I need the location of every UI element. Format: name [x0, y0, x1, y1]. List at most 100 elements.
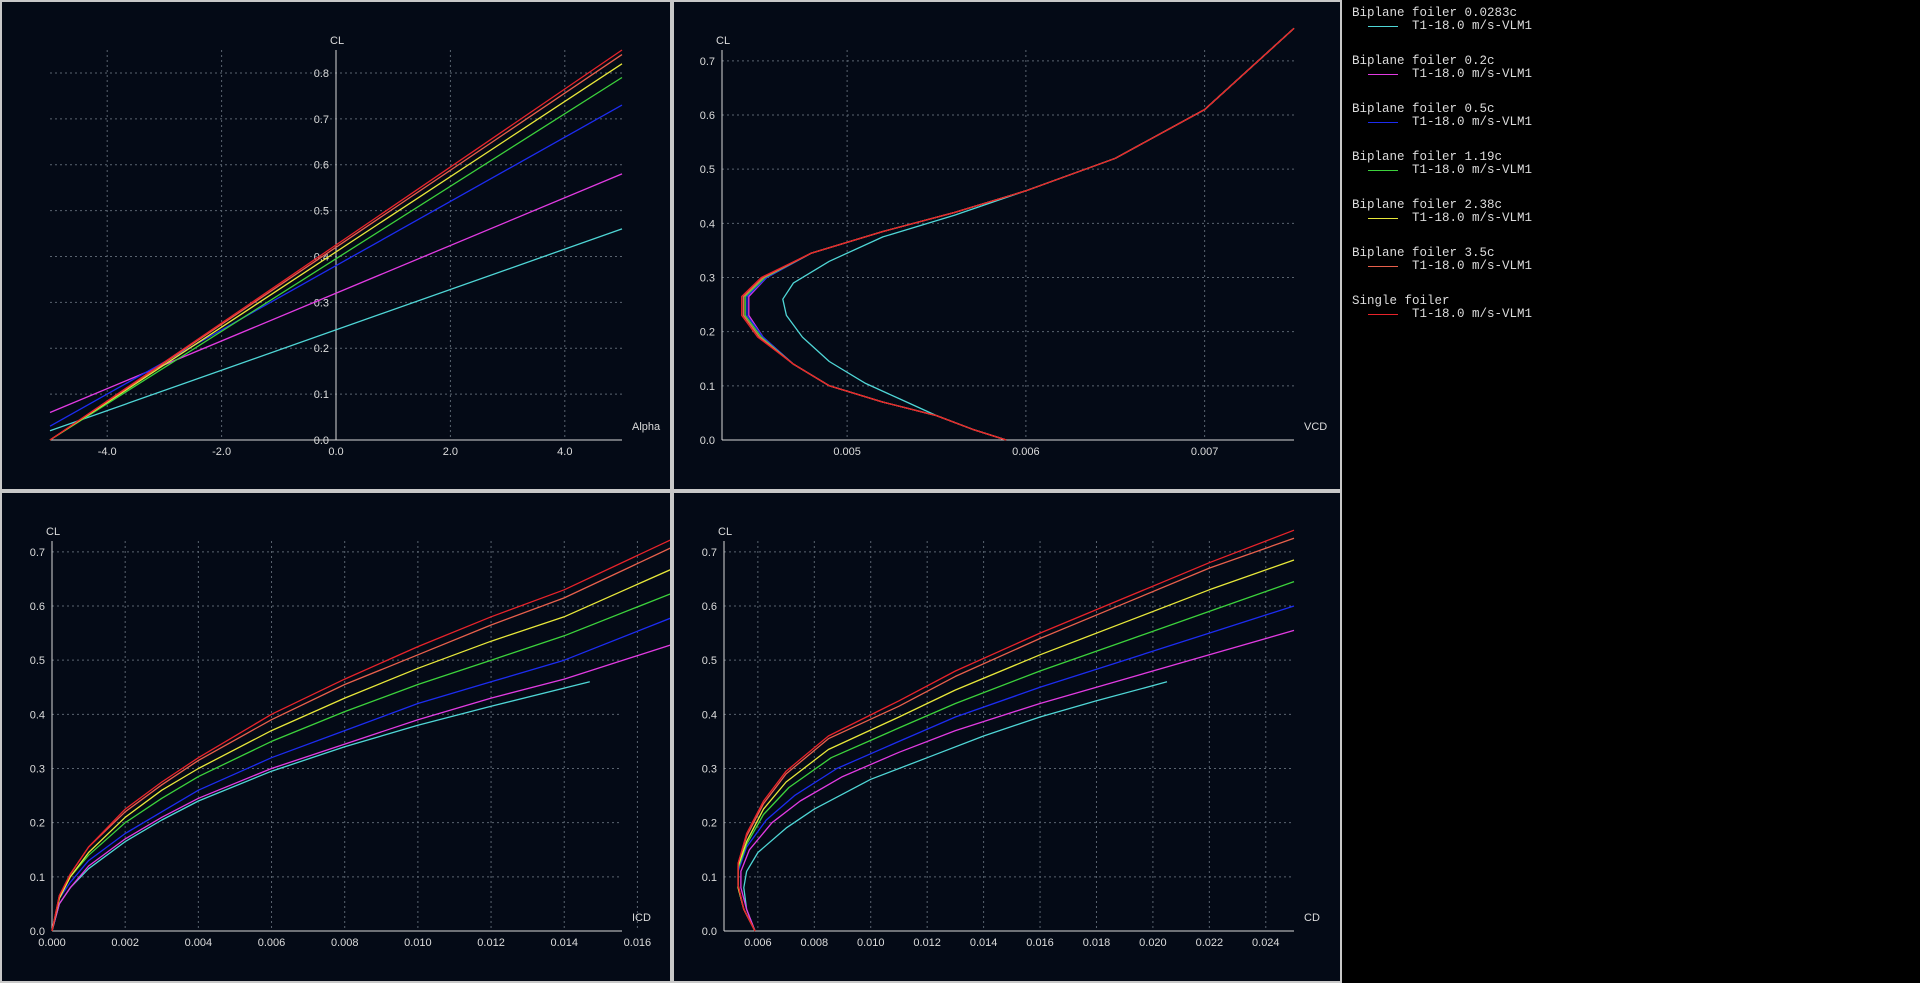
x-tick-label: 0.006: [258, 937, 286, 949]
y-tick-label: 0.2: [30, 818, 45, 830]
series-line: [49, 228, 623, 432]
series-line: [49, 49, 623, 441]
y-tick-label: 0.7: [702, 547, 717, 559]
series-line: [782, 27, 1295, 441]
y-tick-label: 0.3: [30, 764, 45, 776]
x-tick-label: 0.014: [970, 937, 998, 949]
x-tick-label: 0.012: [477, 937, 505, 949]
y-tick-label: 0.6: [700, 110, 715, 122]
y-tick-label: 0.7: [700, 56, 715, 68]
y-axis-label: CL: [46, 526, 60, 538]
legend-swatch: [1368, 26, 1398, 27]
legend-row: T1-18.0 m/s-VLM1: [1352, 308, 1912, 321]
series-line: [737, 580, 1295, 932]
x-tick-label: 0.008: [331, 937, 359, 949]
x-tick-label: 0.006: [744, 937, 772, 949]
legend-run: T1-18.0 m/s-VLM1: [1412, 19, 1533, 33]
y-tick-label: 0.7: [30, 547, 45, 559]
y-axis-label: CL: [330, 35, 344, 47]
y-tick-label: 0.0: [314, 435, 329, 447]
series-line: [51, 617, 670, 932]
legend-title: Biplane foiler 3.5c: [1352, 246, 1495, 260]
plot-cl-vs-vcd[interactable]: 0.005 0.006 0.007 0.0 0.1 0.2 0.3 0.4 0.5 0.6 0.7 V…: [672, 0, 1342, 491]
y-tick-label: 0.1: [702, 872, 717, 884]
legend-entry[interactable]: Biplane foiler 0.0283c T1-18.0 m/s-VLM1: [1352, 6, 1912, 54]
y-tick-label: 0.4: [702, 709, 717, 721]
x-tick-label: 0.004: [185, 937, 213, 949]
plot-cl-vs-vcd-svg: 0.005 0.006 0.007 0.0 0.1 0.2 0.3 0.4 0.5 0.6 0.7 V…: [700, 27, 1327, 458]
y-tick-label: 0.3: [702, 764, 717, 776]
plot-cl-vs-cd[interactable]: 0.006 0.008 0.010 0.012 0.014 0.016 0.018 0.020…: [672, 491, 1342, 983]
x-tick-label: 0.020: [1139, 937, 1167, 949]
series-line: [49, 104, 623, 427]
legend-title: Biplane foiler 0.5c: [1352, 102, 1495, 116]
series-line: [49, 76, 623, 441]
y-tick-label: 0.5: [702, 655, 717, 667]
series-line: [737, 559, 1295, 932]
x-tick-label: 0.002: [111, 937, 139, 949]
y-tick-label: 0.4: [30, 709, 45, 721]
x-tick-label: 0.005: [833, 446, 861, 458]
x-tick-label: 2.0: [443, 446, 458, 458]
series-line: [737, 537, 1295, 932]
legend-title: Single foiler: [1352, 294, 1450, 308]
series-line: [746, 27, 1295, 441]
x-tick-label: -2.0: [212, 446, 231, 458]
legend-row: T1-18.0 m/s-VLM1: [1352, 260, 1912, 273]
y-tick-label: 0.0: [702, 926, 717, 938]
legend-title: Biplane foiler 2.38c: [1352, 198, 1503, 212]
y-tick-label: 0.0: [700, 435, 715, 447]
legend-run: T1-18.0 m/s-VLM1: [1412, 307, 1533, 321]
legend-row: T1-18.0 m/s-VLM1: [1352, 212, 1912, 225]
x-tick-label: 0.010: [404, 937, 432, 949]
x-axis-label: ICD: [632, 912, 651, 924]
series-line: [49, 63, 623, 441]
x-tick-label: 0.018: [1083, 937, 1111, 949]
legend-row: T1-18.0 m/s-VLM1: [1352, 20, 1912, 33]
x-axis-label: VCD: [1304, 421, 1327, 433]
y-tick-label: 0.1: [700, 381, 715, 393]
legend-run: T1-18.0 m/s-VLM1: [1412, 259, 1533, 273]
legend-entry[interactable]: Biplane foiler 2.38c T1-18.0 m/s-VLM1: [1352, 198, 1912, 246]
x-tick-label: 0.016: [1026, 937, 1054, 949]
x-tick-label: 0.024: [1252, 937, 1280, 949]
plot-cl-vs-icd-svg: 0.000 0.002 0.004 0.006 0.008 0.010 0.012 0.014…: [30, 526, 670, 949]
legend-swatch: [1368, 314, 1398, 315]
legend-swatch: [1368, 218, 1398, 219]
series-line: [748, 27, 1295, 441]
series-line: [51, 593, 670, 932]
x-tick-label: 0.007: [1191, 446, 1219, 458]
y-tick-label: 0.3: [700, 273, 715, 285]
legend-entry[interactable]: Single foiler T1-18.0 m/s-VLM1: [1352, 294, 1912, 342]
legend-entry[interactable]: Biplane foiler 0.5c T1-18.0 m/s-VLM1: [1352, 102, 1912, 150]
x-axis-label: Alpha: [632, 421, 661, 433]
series-line: [737, 529, 1295, 932]
y-tick-label: 0.6: [314, 160, 329, 172]
series-line: [51, 539, 670, 932]
y-tick-label: 0.6: [702, 601, 717, 613]
legend-title: Biplane foiler 0.2c: [1352, 54, 1495, 68]
y-tick-label: 0.2: [314, 343, 329, 355]
legend-row: T1-18.0 m/s-VLM1: [1352, 68, 1912, 81]
legend: Biplane foiler 0.0283c T1-18.0 m/s-VLM1 …: [1352, 6, 1912, 342]
series-line: [741, 27, 1295, 441]
legend-title: Biplane foiler 1.19c: [1352, 150, 1503, 164]
x-tick-label: 0.010: [857, 937, 885, 949]
y-tick-label: 0.2: [700, 327, 715, 339]
x-tick-label: -4.0: [98, 446, 117, 458]
x-tick-label: 0.008: [801, 937, 829, 949]
legend-row: T1-18.0 m/s-VLM1: [1352, 116, 1912, 129]
plot-cl-vs-cd-svg: 0.006 0.008 0.010 0.012 0.014 0.016 0.018 0.020…: [702, 526, 1320, 949]
y-tick-label: 0.0: [30, 926, 45, 938]
x-tick-label: 0.014: [550, 937, 578, 949]
plot-cl-vs-alpha[interactable]: -4.0 -2.0 0.0 2.0 4.0 0.0 0.1 0.2 0.3 0.4 0.5 0.6 0.…: [0, 0, 672, 491]
legend-entry[interactable]: Biplane foiler 0.2c T1-18.0 m/s-VLM1: [1352, 54, 1912, 102]
series-line: [744, 27, 1295, 441]
x-tick-label: 4.0: [557, 446, 572, 458]
legend-swatch: [1368, 74, 1398, 75]
y-tick-label: 0.7: [314, 114, 329, 126]
legend-entry[interactable]: Biplane foiler 1.19c T1-18.0 m/s-VLM1: [1352, 150, 1912, 198]
legend-run: T1-18.0 m/s-VLM1: [1412, 67, 1533, 81]
plot-cl-vs-icd[interactable]: 0.000 0.002 0.004 0.006 0.008 0.010 0.012 0.014…: [0, 491, 672, 983]
legend-entry[interactable]: Biplane foiler 3.5c T1-18.0 m/s-VLM1: [1352, 246, 1912, 294]
